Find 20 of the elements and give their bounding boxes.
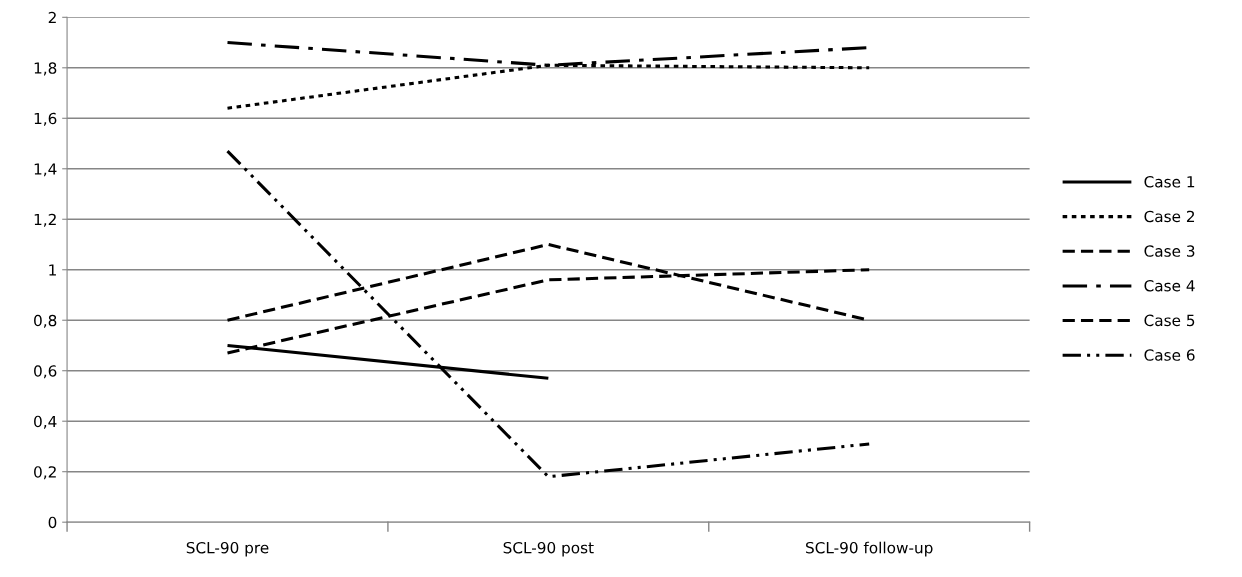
y-tick-label: 0,2 xyxy=(34,466,56,480)
legend-label: Case 4 xyxy=(1144,279,1195,292)
y-tick-label: 2 xyxy=(48,11,56,24)
y-tick-label: 0,6 xyxy=(34,365,57,379)
y-tick-label: 1,4 xyxy=(34,163,57,177)
y-tick-label: 1 xyxy=(49,264,56,276)
x-tick-label: SCL-90 post xyxy=(503,541,594,557)
y-tick-label: 0,4 xyxy=(34,415,57,429)
y-tick-label: 0 xyxy=(48,516,57,529)
y-tick-label: 1,8 xyxy=(34,62,57,76)
x-tick-label: SCL-90 follow-up xyxy=(806,541,933,557)
legend-label: Case 2 xyxy=(1144,210,1195,223)
legend-label: Case 6 xyxy=(1144,349,1195,361)
x-tick-label: SCL-90 pre xyxy=(186,541,269,557)
legend-label: Case 5 xyxy=(1144,314,1195,327)
y-tick-label: 0,8 xyxy=(34,314,57,328)
y-tick-label: 1,2 xyxy=(34,213,56,227)
legend-label: Case 3 xyxy=(1144,245,1195,257)
y-tick-label: 1,6 xyxy=(34,112,57,126)
legend-label: Case 1 xyxy=(1144,176,1195,188)
